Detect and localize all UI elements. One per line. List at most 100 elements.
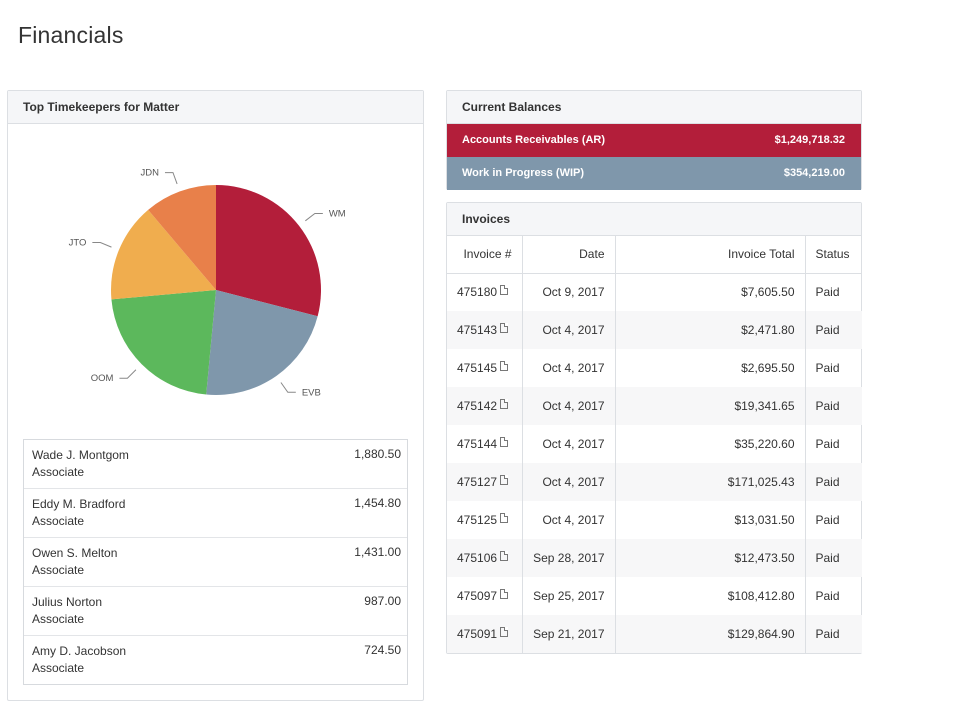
- timekeeper-role: Associate: [32, 465, 85, 479]
- invoice-number-cell[interactable]: 475097: [447, 577, 523, 615]
- pie-label-jto: JTO: [69, 238, 87, 249]
- invoice-number-cell[interactable]: 475091: [447, 615, 523, 653]
- invoice-number[interactable]: 475143: [457, 323, 498, 337]
- ar-label: Accounts Receivables (AR): [462, 134, 606, 146]
- invoice-number-cell[interactable]: 475125: [447, 501, 523, 539]
- pie-slice-evb[interactable]: [206, 290, 318, 395]
- timekeeper-hours: 1,431.00: [354, 545, 401, 559]
- timekeeper-hours: 1,880.50: [354, 447, 401, 461]
- timekeeper-row: Wade J. Montgom Associate 1,880.50: [24, 440, 407, 489]
- invoice-number[interactable]: 475142: [457, 399, 498, 413]
- invoice-date: Sep 21, 2017: [522, 615, 616, 653]
- invoice-status: Paid: [815, 361, 840, 375]
- pie-leader-line: [164, 172, 178, 185]
- invoice-date: Sep 28, 2017: [522, 539, 616, 577]
- timekeeper-list: Wade J. Montgom Associate 1,880.50 Eddy M. …: [23, 439, 408, 685]
- pdf-file-icon[interactable]: [500, 627, 509, 637]
- invoice-date: Oct 4, 2017: [522, 387, 616, 425]
- invoice-total: $19,341.65: [615, 387, 806, 425]
- timekeepers-header: Top Timekeepers for Matter: [8, 91, 423, 124]
- accounts-receivable-row: Accounts Receivables (AR) $1,249,718.32: [447, 124, 861, 157]
- page-title: Financials: [18, 22, 124, 48]
- col-invoice-total[interactable]: Invoice Total: [615, 236, 806, 274]
- invoice-date: Oct 4, 2017: [522, 349, 616, 387]
- balances-panel: Current Balances Accounts Receivables (A…: [446, 90, 862, 190]
- invoice-date: Sep 25, 2017: [522, 577, 616, 615]
- wip-value: $354,219.00: [783, 167, 845, 179]
- invoice-number[interactable]: 475106: [457, 551, 498, 565]
- timekeeper-hours: 724.50: [364, 643, 401, 657]
- invoice-number-cell[interactable]: 475145: [447, 349, 523, 387]
- invoice-total: $171,025.43: [615, 463, 806, 501]
- invoice-total: $35,220.60: [615, 425, 806, 463]
- invoice-total: $2,695.50: [615, 349, 806, 387]
- pie-label-oom: OOM: [91, 373, 114, 384]
- pdf-file-icon[interactable]: [500, 399, 509, 409]
- timekeeper-row: Owen S. Melton Associate 1,431.00: [24, 538, 407, 587]
- invoice-status: Paid: [815, 399, 840, 413]
- pdf-file-icon[interactable]: [500, 285, 509, 296]
- pdf-file-icon[interactable]: [500, 551, 509, 561]
- invoices-panel: Invoices Invoice # Date Invoice Total St…: [446, 202, 862, 654]
- pie-leader-line: [92, 242, 112, 248]
- timekeeper-hours: 1,454.80: [354, 496, 401, 510]
- pdf-file-icon[interactable]: [500, 323, 509, 333]
- invoice-number-cell[interactable]: 475142: [447, 387, 523, 425]
- pdf-file-icon[interactable]: [500, 589, 509, 599]
- invoice-number-cell[interactable]: 475144: [447, 425, 523, 463]
- invoice-number[interactable]: 475145: [457, 361, 498, 375]
- invoice-status: Paid: [815, 285, 840, 300]
- invoice-status: Paid: [815, 323, 840, 337]
- invoice-number[interactable]: 475180: [457, 285, 498, 300]
- invoices-header-row: Invoice # Date Invoice Total Status: [447, 236, 862, 274]
- pdf-file-icon[interactable]: [500, 475, 509, 485]
- col-invoice-number[interactable]: Invoice #: [447, 236, 523, 274]
- invoice-row: 475127 Oct 4, 2017 $171,025.43 Paid: [447, 463, 862, 501]
- invoice-date: Oct 4, 2017: [522, 425, 616, 463]
- ar-value: $1,249,718.32: [774, 134, 845, 146]
- invoice-number[interactable]: 475125: [457, 513, 498, 527]
- invoice-number[interactable]: 475091: [457, 627, 498, 641]
- col-date[interactable]: Date: [522, 236, 616, 274]
- invoice-total: $129,864.90: [615, 615, 806, 653]
- timekeeper-row: Eddy M. Bradford Associate 1,454.80: [24, 489, 407, 538]
- pie-slice-jdn[interactable]: [148, 185, 216, 290]
- pie-slice-wm[interactable]: [216, 185, 322, 317]
- work-in-progress-row: Work in Progress (WIP) $354,219.00: [447, 157, 861, 190]
- invoice-number-cell[interactable]: 475180: [447, 273, 523, 311]
- col-status[interactable]: Status: [805, 236, 862, 274]
- invoices-header: Invoices: [447, 203, 861, 236]
- invoice-number-cell[interactable]: 475143: [447, 311, 523, 349]
- invoice-number[interactable]: 475097: [457, 589, 498, 603]
- pdf-file-icon[interactable]: [500, 513, 509, 523]
- invoice-row: 475180 Oct 9, 2017 $7,605.50 Paid: [447, 273, 862, 311]
- invoice-status: Paid: [815, 475, 840, 489]
- timekeeper-name: Wade J. Montgom: [32, 448, 129, 462]
- pie-slice-jto[interactable]: [110, 209, 216, 300]
- invoice-row: 475091 Sep 21, 2017 $129,864.90 Paid: [447, 615, 862, 653]
- wip-label: Work in Progress (WIP): [462, 167, 585, 179]
- timekeeper-role: Associate: [32, 661, 85, 675]
- invoice-total: $2,471.80: [615, 311, 806, 349]
- timekeeper-name: Eddy M. Bradford: [32, 497, 126, 511]
- pdf-file-icon[interactable]: [500, 437, 509, 447]
- timekeeper-role: Associate: [32, 514, 85, 528]
- invoice-status: Paid: [815, 551, 840, 565]
- pdf-file-icon[interactable]: [500, 361, 509, 371]
- invoice-row: 475106 Sep 28, 2017 $12,473.50 Paid: [447, 539, 862, 577]
- timekeeper-row: Amy D. Jacobson Associate 724.50: [24, 636, 407, 684]
- timekeeper-row: Julius Norton Associate 987.00: [24, 587, 407, 636]
- invoice-number[interactable]: 475127: [457, 475, 498, 489]
- pie-slice-oom[interactable]: [111, 290, 216, 395]
- timekeeper-hours: 987.00: [364, 594, 401, 608]
- timekeeper-name: Owen S. Melton: [32, 546, 118, 560]
- invoice-row: 475145 Oct 4, 2017 $2,695.50 Paid: [447, 349, 862, 387]
- invoice-total: $12,473.50: [615, 539, 806, 577]
- invoice-number-cell[interactable]: 475127: [447, 463, 523, 501]
- invoice-number-cell[interactable]: 475106: [447, 539, 523, 577]
- timekeepers-panel: Top Timekeepers for Matter WM EVB OOM JTO JD…: [7, 90, 424, 701]
- invoice-total: $108,412.80: [615, 577, 806, 615]
- invoice-number[interactable]: 475144: [457, 437, 498, 451]
- invoice-status: Paid: [815, 437, 840, 451]
- invoice-row: 475125 Oct 4, 2017 $13,031.50 Paid: [447, 501, 862, 539]
